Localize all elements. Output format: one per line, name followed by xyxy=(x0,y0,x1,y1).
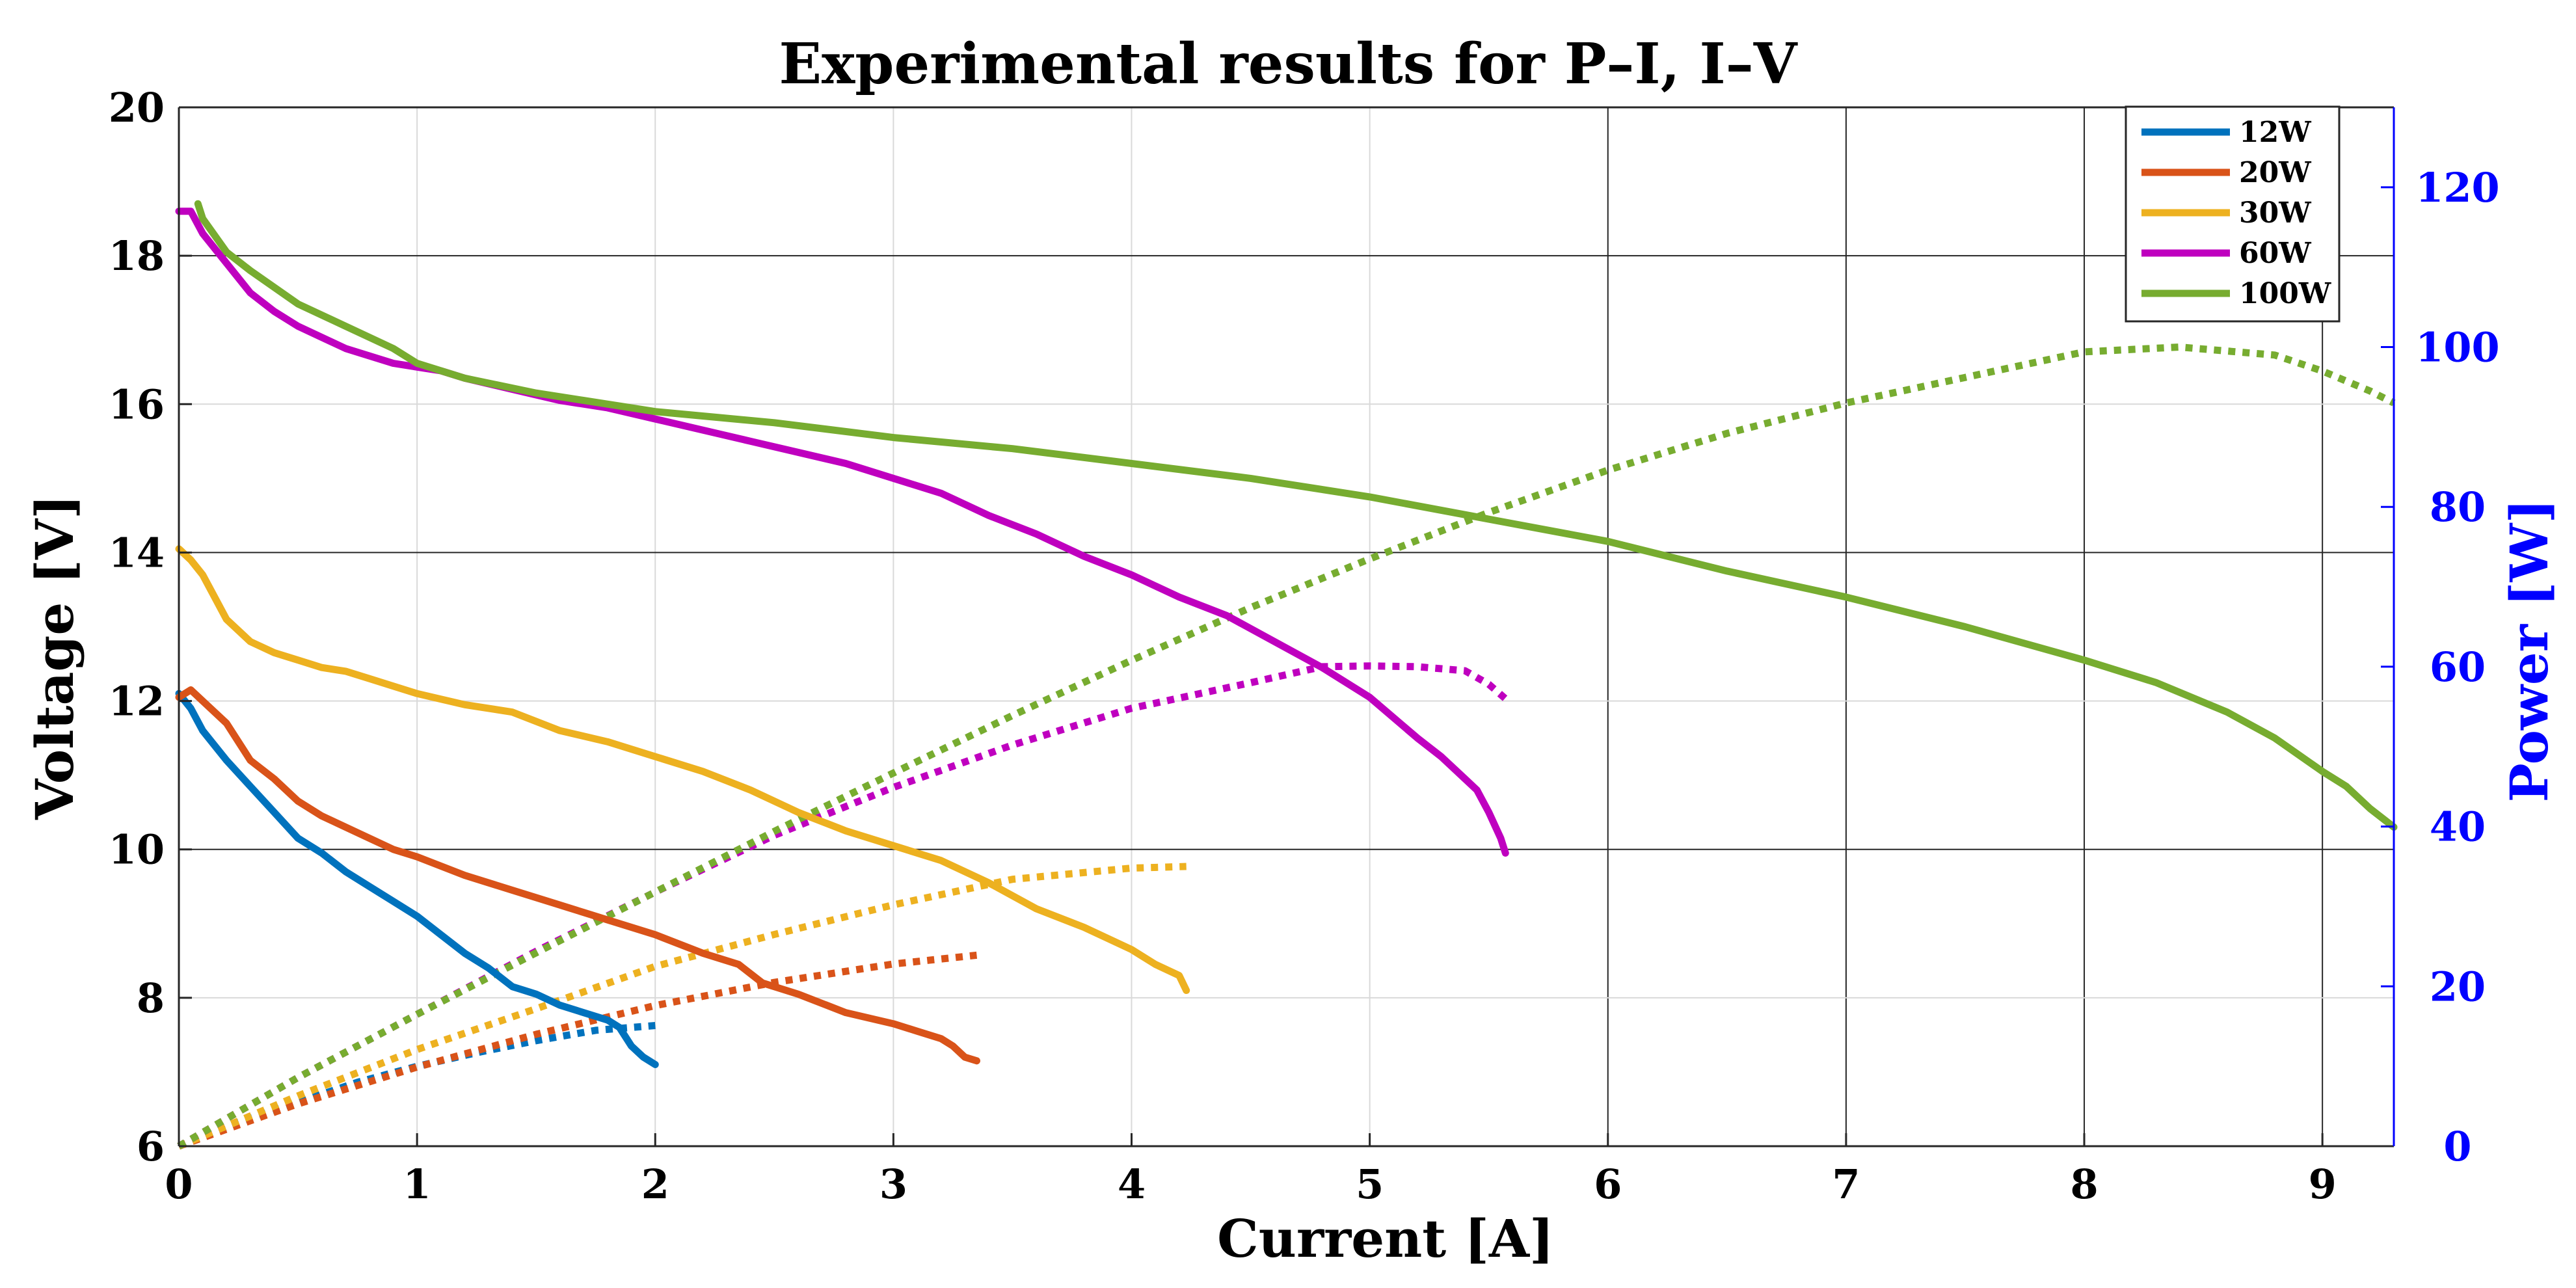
voltage-line-100W xyxy=(194,200,2398,831)
power-line-30W xyxy=(177,863,1187,1150)
voltage-line-20W xyxy=(175,686,980,1065)
y2-tick-label: 40 xyxy=(2430,803,2486,851)
y2-tick-label: 100 xyxy=(2415,324,2499,371)
legend-label-30W: 30W xyxy=(2239,196,2311,230)
y2-tick-label: 60 xyxy=(2430,643,2486,691)
y-axis-label: Voltage [V] xyxy=(24,494,85,820)
axes xyxy=(178,106,2395,1147)
y-tick-label: 20 xyxy=(109,84,165,131)
y-tick-label: 6 xyxy=(137,1123,165,1170)
y2-axis-label: Power [W] xyxy=(2499,499,2560,803)
y-tick-label: 12 xyxy=(109,678,165,725)
power-line-60W xyxy=(177,662,1508,1149)
y2-tick-label: 0 xyxy=(2443,1123,2471,1170)
legend: 12W 20W 30W 60W 100W xyxy=(2125,105,2341,323)
x-tick-label: 5 xyxy=(1356,1161,1384,1208)
y-tick-label: 10 xyxy=(109,826,165,874)
x-tick-label: 9 xyxy=(2309,1161,2337,1208)
y-tick-label: 16 xyxy=(109,381,165,428)
x-axis-label: Current [A] xyxy=(1217,1208,1554,1269)
x-tick-label: 4 xyxy=(1118,1161,1146,1208)
x-tick-label: 6 xyxy=(1594,1161,1622,1208)
y-tick-label: 14 xyxy=(109,529,165,576)
legend-label-100W: 100W xyxy=(2239,277,2331,310)
x-tick-label: 2 xyxy=(641,1161,669,1208)
legend-label-20W: 20W xyxy=(2239,156,2311,189)
chart-title: Experimental results for P–I, I–V xyxy=(779,31,1797,97)
y-tick-label: 18 xyxy=(109,232,165,280)
power-line-100W xyxy=(177,343,2396,1149)
x-tick-label: 7 xyxy=(1832,1161,1860,1208)
plot-area xyxy=(175,200,2398,1150)
x-tick-label: 1 xyxy=(403,1161,431,1208)
y-tick-label: 8 xyxy=(137,974,165,1022)
voltage-line-60W xyxy=(175,208,1509,857)
voltage-line-12W xyxy=(175,690,659,1068)
x-tick-label: 3 xyxy=(879,1161,907,1208)
legend-label-12W: 12W xyxy=(2239,116,2311,149)
y2-tick-label: 120 xyxy=(2415,164,2499,211)
legend-label-60W: 60W xyxy=(2239,237,2311,270)
x-tick-label: 8 xyxy=(2070,1161,2098,1208)
voltage-line-30W xyxy=(175,545,1190,994)
y2-tick-label: 20 xyxy=(2430,963,2486,1010)
x-tick-label: 0 xyxy=(165,1161,193,1208)
y2-tick-label: 80 xyxy=(2430,483,2486,531)
